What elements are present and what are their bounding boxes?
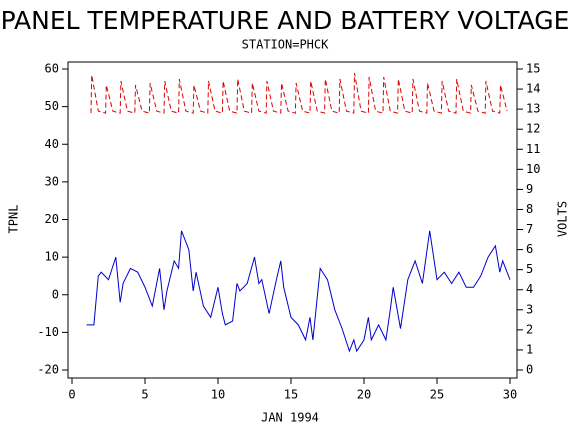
y-tick-label: 50	[45, 99, 59, 113]
y-tick-label: 10	[45, 250, 59, 264]
y2-tick-label: 3	[526, 302, 533, 316]
y-tick-label: -10	[37, 325, 59, 339]
y2-tick-label: 6	[526, 242, 533, 256]
y-axis-label: TPNL	[7, 205, 21, 234]
y-tick-label: -20	[37, 363, 59, 377]
x-tick-label: 5	[141, 388, 148, 402]
y2-tick-label: 2	[526, 322, 533, 336]
y-tick-label: 0	[52, 287, 59, 301]
y2-tick-label: 14	[526, 82, 540, 96]
y2-tick-label: 13	[526, 102, 540, 116]
x-axis-label: JAN 1994	[261, 411, 319, 425]
x-tick-label: 30	[503, 388, 517, 402]
series-line	[90, 72, 508, 114]
x-tick-label: 10	[211, 388, 225, 402]
chart-title: PANEL TEMPERATURE AND BATTERY VOLTAGE	[1, 6, 570, 35]
y-tick-label: 60	[45, 62, 59, 76]
y2-tick-label: 9	[526, 182, 533, 196]
y2-axis-label: VOLTS	[556, 201, 570, 237]
y2-tick-label: 5	[526, 262, 533, 276]
y2-tick-label: 10	[526, 162, 540, 176]
y2-tick-label: 4	[526, 282, 533, 296]
y2-tick-label: 1	[526, 342, 533, 356]
x-tick-label: 25	[430, 388, 444, 402]
y-tick-label: 30	[45, 174, 59, 188]
chart-subtitle: STATION=PHCK	[242, 38, 329, 52]
y2-tick-label: 11	[526, 142, 540, 156]
y-tick-label: 20	[45, 212, 59, 226]
series-line	[86, 230, 511, 353]
x-tick-label: 15	[284, 388, 298, 402]
y2-tick-label: 0	[526, 363, 533, 377]
x-tick-label: 20	[357, 388, 371, 402]
y-tick-label: 40	[45, 137, 59, 151]
y2-tick-label: 12	[526, 122, 540, 136]
y2-tick-label: 15	[526, 62, 540, 76]
y2-tick-label: 7	[526, 222, 533, 236]
y2-tick-label: 8	[526, 202, 533, 216]
x-tick-label: 0	[68, 388, 75, 402]
